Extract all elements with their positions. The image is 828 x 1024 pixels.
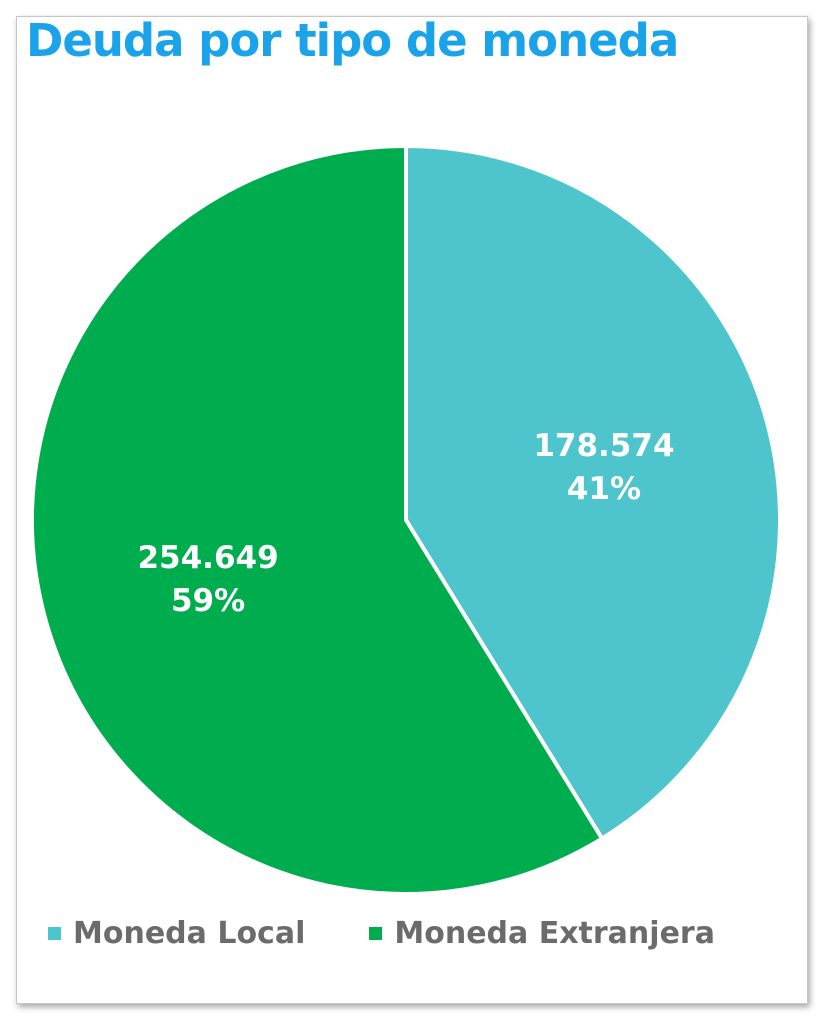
slice-value-label: 254.649 — [137, 540, 278, 576]
legend: Moneda Local Moneda Extranjera — [48, 916, 779, 951]
legend-label: Moneda Local — [73, 916, 306, 951]
slice-percent-label: 41% — [567, 471, 641, 507]
legend-item: Moneda Local — [48, 916, 305, 951]
pie-slice-moneda-extranjera — [30, 144, 605, 896]
pie-slices — [30, 144, 782, 896]
pie-slice-moneda-local — [404, 144, 782, 841]
legend-label: Moneda Extranjera — [394, 916, 715, 951]
chart-title: Deuda por tipo de moneda — [26, 14, 679, 67]
pie-labels: 178.574 41% 254.649 59% — [137, 428, 674, 619]
legend-swatch — [48, 927, 61, 940]
slice-percent-label: 59% — [171, 583, 245, 619]
legend-swatch — [369, 927, 383, 940]
slice-value-label: 178.574 — [533, 428, 674, 464]
legend-item: Moneda Extranjera — [369, 916, 715, 951]
